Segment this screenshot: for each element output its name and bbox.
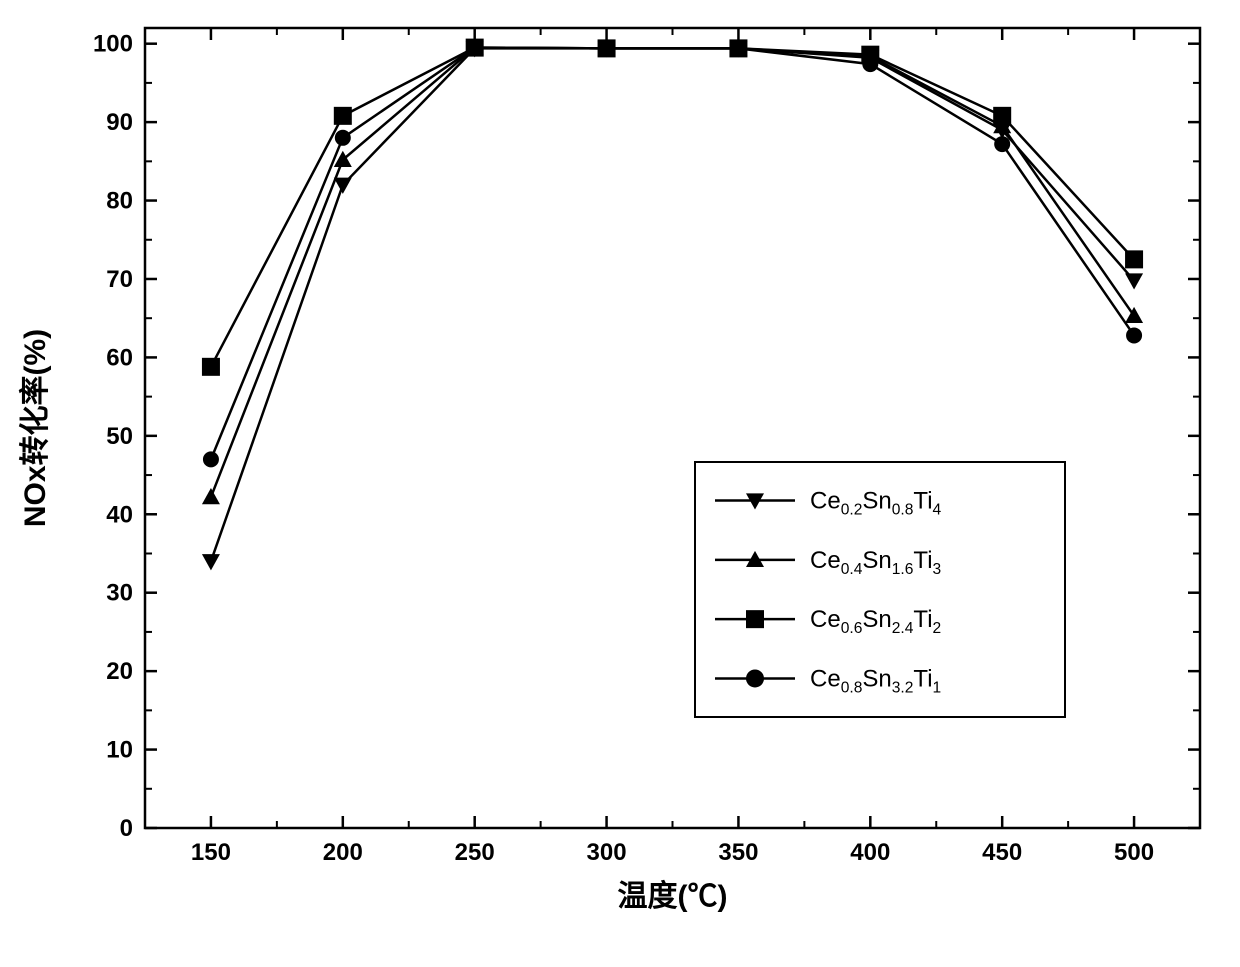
- svg-text:0: 0: [120, 815, 133, 842]
- svg-text:温度(℃): 温度(℃): [618, 880, 728, 913]
- svg-text:250: 250: [455, 839, 495, 866]
- svg-text:NOx转化率(%): NOx转化率(%): [19, 329, 52, 527]
- svg-text:300: 300: [587, 839, 627, 866]
- svg-text:200: 200: [323, 839, 363, 866]
- svg-text:80: 80: [106, 188, 133, 215]
- chart-container: 150 200 250 300 350 400 450 500 0 10 20 30 40 50 60 70 8…: [0, 0, 1240, 967]
- svg-text:450: 450: [982, 839, 1022, 866]
- svg-text:Ce0.8Sn3.2Ti1: Ce0.8Sn3.2Ti1: [810, 665, 941, 696]
- svg-text:100: 100: [93, 31, 133, 58]
- chart-svg: 150 200 250 300 350 400 450 500 0 10 20 30 40 50 60 70 8…: [0, 0, 1240, 967]
- svg-text:Ce0.2Sn0.8Ti4: Ce0.2Sn0.8Ti4: [810, 488, 942, 519]
- svg-text:350: 350: [718, 839, 758, 866]
- svg-text:70: 70: [106, 266, 133, 293]
- svg-text:Ce0.6Sn2.4Ti2: Ce0.6Sn2.4Ti2: [810, 606, 941, 637]
- svg-text:Ce0.4Sn1.6Ti3: Ce0.4Sn1.6Ti3: [810, 547, 941, 578]
- svg-text:10: 10: [106, 737, 133, 764]
- svg-text:60: 60: [106, 344, 133, 371]
- svg-text:500: 500: [1114, 839, 1154, 866]
- svg-text:20: 20: [106, 658, 133, 685]
- svg-text:400: 400: [850, 839, 890, 866]
- svg-text:40: 40: [106, 501, 133, 528]
- svg-text:50: 50: [106, 423, 133, 450]
- svg-text:90: 90: [106, 109, 133, 136]
- svg-text:30: 30: [106, 580, 133, 607]
- svg-text:150: 150: [191, 839, 231, 866]
